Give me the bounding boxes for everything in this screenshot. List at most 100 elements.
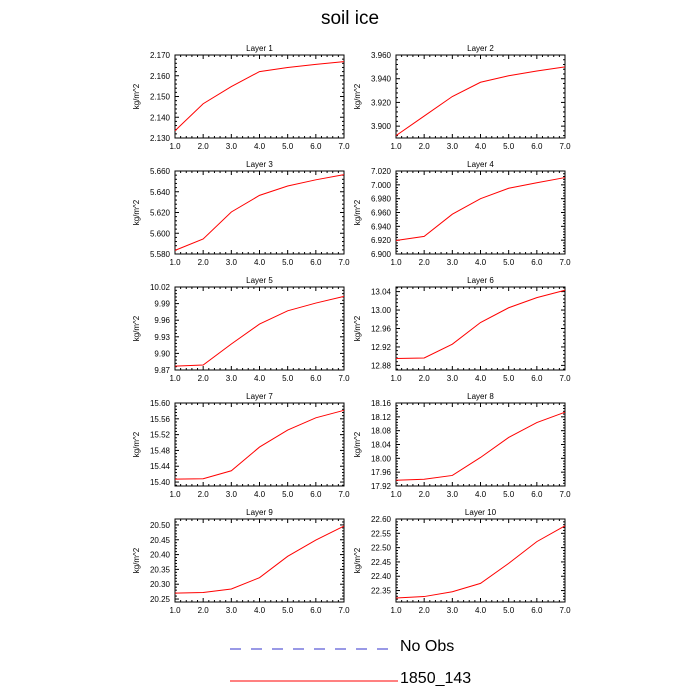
y-tick-label-layer-4: 6.920 xyxy=(371,236,392,245)
y-tick-label-layer-1: 2.150 xyxy=(150,93,171,102)
y-tick-label-layer-9: 20.45 xyxy=(150,536,171,545)
y-tick-label-layer-5: 9.96 xyxy=(154,316,170,325)
x-tick-label-layer-8: 3.0 xyxy=(447,490,459,499)
panel-frame-layer-5 xyxy=(174,286,345,371)
y-tick-label-layer-8: 18.00 xyxy=(371,454,392,463)
x-tick-label-layer-6: 2.0 xyxy=(419,374,431,383)
y-tick-label-layer-8: 18.12 xyxy=(371,413,392,422)
panel-title-layer-6: Layer 6 xyxy=(467,276,494,285)
panel-frame-layer-2 xyxy=(395,54,566,139)
y-tick-label-layer-4: 6.940 xyxy=(371,222,392,231)
y-tick-label-layer-3: 5.580 xyxy=(150,250,171,259)
panel-frame-layer-7 xyxy=(174,402,345,487)
panel-title-layer-5: Layer 5 xyxy=(246,276,273,285)
panel-title-layer-1: Layer 1 xyxy=(246,44,273,53)
series-line-layer-7 xyxy=(174,409,345,480)
x-tick-label-layer-3: 6.0 xyxy=(310,258,322,267)
y-tick-label-layer-8: 18.08 xyxy=(371,427,392,436)
y-tick-label-layer-6: 12.92 xyxy=(371,343,392,352)
y-tick-label-layer-10: 22.35 xyxy=(371,587,392,596)
x-tick-label-layer-3: 1.0 xyxy=(169,258,181,267)
x-tick-label-layer-6: 3.0 xyxy=(447,374,459,383)
panel-title-layer-9: Layer 9 xyxy=(246,508,273,517)
panel-title-layer-10: Layer 10 xyxy=(465,508,497,517)
series-line-layer-10 xyxy=(395,525,566,599)
y-tick-label-layer-5: 9.87 xyxy=(154,366,170,375)
y-tick-label-layer-10: 22.50 xyxy=(371,544,392,553)
x-tick-label-layer-5: 2.0 xyxy=(198,374,210,383)
x-tick-label-layer-4: 3.0 xyxy=(447,258,459,267)
x-tick-label-layer-9: 6.0 xyxy=(310,606,322,615)
x-tick-label-layer-1: 5.0 xyxy=(282,142,294,151)
y-tick-label-layer-7: 15.44 xyxy=(150,462,171,471)
y-tick-label-layer-3: 5.600 xyxy=(150,229,171,238)
panel-title-layer-2: Layer 2 xyxy=(467,44,494,53)
x-tick-label-layer-2: 5.0 xyxy=(503,142,515,151)
y-tick-label-layer-3: 5.660 xyxy=(150,167,171,176)
y-axis-label-layer-1: kg/m^2 xyxy=(132,83,141,109)
series-line-layer-2 xyxy=(395,66,566,137)
y-tick-label-layer-6: 13.00 xyxy=(371,306,392,315)
y-tick-label-layer-9: 20.40 xyxy=(150,551,171,560)
series-line-layer-5 xyxy=(174,295,345,367)
y-tick-label-layer-7: 15.40 xyxy=(150,478,171,487)
y-tick-label-layer-1: 2.170 xyxy=(150,51,171,60)
x-tick-label-layer-9: 4.0 xyxy=(254,606,266,615)
x-tick-label-layer-10: 5.0 xyxy=(503,606,515,615)
panel-title-layer-8: Layer 8 xyxy=(467,392,494,401)
x-tick-label-layer-5: 7.0 xyxy=(338,374,350,383)
x-tick-label-layer-2: 1.0 xyxy=(390,142,402,151)
x-tick-label-layer-1: 1.0 xyxy=(169,142,181,151)
x-tick-label-layer-8: 2.0 xyxy=(419,490,431,499)
x-tick-label-layer-5: 6.0 xyxy=(310,374,322,383)
chart-title: soil ice xyxy=(320,8,380,29)
y-tick-label-layer-8: 17.96 xyxy=(371,468,392,477)
y-tick-label-layer-4: 6.980 xyxy=(371,195,392,204)
x-tick-label-layer-1: 7.0 xyxy=(338,142,350,151)
y-tick-label-layer-10: 22.45 xyxy=(371,558,392,567)
y-tick-label-layer-2: 3.940 xyxy=(371,75,392,84)
x-tick-label-layer-7: 2.0 xyxy=(198,490,210,499)
y-axis-label-layer-6: kg/m^2 xyxy=(353,315,362,341)
x-tick-label-layer-6: 7.0 xyxy=(559,374,571,383)
y-axis-label-layer-10: kg/m^2 xyxy=(353,547,362,573)
x-tick-label-layer-2: 6.0 xyxy=(531,142,543,151)
y-tick-label-layer-9: 20.50 xyxy=(150,521,171,530)
series-line-layer-4 xyxy=(395,177,566,242)
panel-frame-layer-8 xyxy=(395,402,566,487)
panel-frame-layer-3 xyxy=(174,170,345,255)
panel-frame-layer-1 xyxy=(174,54,345,139)
x-tick-label-layer-4: 5.0 xyxy=(503,258,515,267)
x-tick-label-layer-2: 7.0 xyxy=(559,142,571,151)
x-tick-label-layer-4: 2.0 xyxy=(419,258,431,267)
y-axis-label-layer-4: kg/m^2 xyxy=(353,199,362,225)
x-tick-label-layer-6: 4.0 xyxy=(475,374,487,383)
x-tick-label-layer-2: 4.0 xyxy=(475,142,487,151)
x-tick-label-layer-10: 7.0 xyxy=(559,606,571,615)
x-tick-label-layer-9: 7.0 xyxy=(338,606,350,615)
x-tick-label-layer-3: 3.0 xyxy=(226,258,238,267)
x-tick-label-layer-3: 4.0 xyxy=(254,258,266,267)
y-tick-label-layer-1: 2.130 xyxy=(150,134,171,143)
legend-label-1850-143: 1850_143 xyxy=(400,670,472,687)
x-tick-label-layer-10: 6.0 xyxy=(531,606,543,615)
x-tick-label-layer-1: 2.0 xyxy=(198,142,210,151)
y-tick-label-layer-5: 9.99 xyxy=(154,300,170,309)
legend-item-no-obs: No Obs xyxy=(230,638,530,660)
series-line-layer-9 xyxy=(174,525,345,594)
y-tick-label-layer-6: 12.88 xyxy=(371,361,392,370)
x-tick-label-layer-9: 1.0 xyxy=(169,606,181,615)
x-tick-label-layer-9: 3.0 xyxy=(226,606,238,615)
y-tick-label-layer-9: 20.35 xyxy=(150,565,171,574)
y-axis-label-layer-3: kg/m^2 xyxy=(132,199,141,225)
y-tick-label-layer-10: 22.60 xyxy=(371,515,392,524)
x-tick-label-layer-4: 7.0 xyxy=(559,258,571,267)
y-tick-label-layer-6: 13.04 xyxy=(371,288,392,297)
y-tick-label-layer-4: 7.000 xyxy=(371,181,392,190)
x-tick-label-layer-6: 5.0 xyxy=(503,374,515,383)
x-tick-label-layer-2: 3.0 xyxy=(447,142,459,151)
y-tick-label-layer-4: 6.960 xyxy=(371,209,392,218)
x-tick-label-layer-8: 7.0 xyxy=(559,490,571,499)
x-tick-label-layer-3: 5.0 xyxy=(282,258,294,267)
x-tick-label-layer-5: 1.0 xyxy=(169,374,181,383)
